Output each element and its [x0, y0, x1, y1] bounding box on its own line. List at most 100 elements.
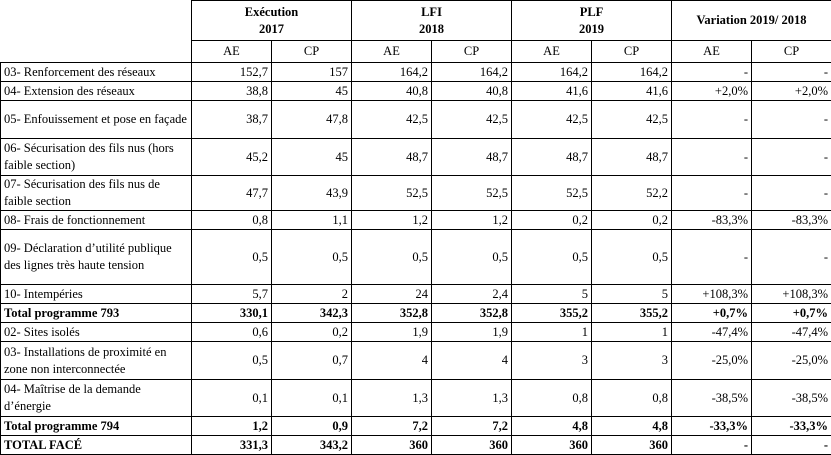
subheader-row: AE CP AE CP AE CP AE CP — [1, 40, 831, 63]
row-label: 08- Frais de fonctionnement — [0, 210, 192, 230]
value-cell: 1 — [591, 322, 673, 342]
value-cell: 48,7 — [431, 138, 513, 176]
value-cell: 343,2 — [270, 435, 353, 455]
value-cell: 5 — [511, 284, 593, 304]
value-cell: 7,2 — [431, 416, 513, 436]
subheader: AE — [671, 40, 753, 63]
value-cell: 157 — [270, 62, 353, 82]
row-label: 10- Intempéries — [0, 284, 192, 304]
value-cell: 152,7 — [191, 62, 272, 82]
subheader: AE — [351, 40, 433, 63]
value-cell: 0,2 — [270, 322, 353, 342]
value-cell: 1,2 — [351, 210, 433, 230]
group-header: LFI 2018 — [351, 0, 513, 41]
row-label: 03- Renforcement des réseaux — [0, 62, 192, 82]
row-label: 07- Sécurisation des fils nus de faible … — [0, 175, 192, 211]
group-name: Exécution — [244, 4, 299, 19]
value-cell: 48,7 — [351, 138, 433, 176]
value-cell: 42,5 — [431, 100, 513, 139]
value-cell: 1,2 — [431, 210, 513, 230]
value-cell: 1,1 — [270, 210, 353, 230]
value-cell: -83,3% — [671, 210, 753, 230]
value-cell: 360 — [351, 435, 433, 455]
value-cell: 45 — [270, 138, 353, 176]
value-cell: 42,5 — [591, 100, 673, 139]
row-label: 03- Installations de proximité en zone n… — [0, 341, 192, 380]
value-cell: 43,9 — [270, 175, 353, 211]
header-row: Exécution 2017 LFI 2018 PLF 2019 Variation 201… — [0, 0, 831, 63]
value-cell: - — [671, 100, 753, 139]
value-cell: 3 — [591, 341, 673, 380]
value-cell: 0,7 — [270, 341, 353, 380]
value-cell: -47,4% — [751, 322, 831, 342]
group-year: 2017 — [259, 21, 284, 36]
group-header: Variation 2019/ 2018 — [671, 0, 831, 41]
value-cell: 331,3 — [191, 435, 272, 455]
row-label: 04- Maîtrise de la demande d’énergie — [0, 379, 192, 417]
value-cell: 0,5 — [191, 341, 272, 380]
value-cell: 52,5 — [511, 175, 593, 211]
value-cell: 42,5 — [351, 100, 433, 139]
value-cell: 38,8 — [191, 81, 272, 101]
value-cell: 48,7 — [511, 138, 593, 176]
data-row: 07- Sécurisation des fils nus de faible … — [0, 175, 831, 211]
value-cell: 355,2 — [591, 303, 673, 323]
group-header: Exécution 2017 — [190, 0, 353, 41]
data-row: 03- Renforcement des réseaux 152,7 157 164,… — [0, 62, 831, 82]
value-cell: 164,2 — [431, 62, 513, 82]
value-cell: 0,6 — [191, 322, 272, 342]
value-cell: 0,8 — [591, 379, 673, 417]
row-label: 09- Déclaration d’utilité publique des l… — [0, 229, 192, 285]
value-cell: 0,2 — [511, 210, 593, 230]
value-cell: +2,0% — [671, 81, 753, 101]
value-cell: - — [751, 138, 831, 176]
group-header: PLF 2019 — [511, 0, 673, 41]
value-cell: - — [671, 229, 753, 285]
group-name: LFI — [421, 4, 442, 19]
value-cell: 164,2 — [511, 62, 593, 82]
value-cell: 2 — [270, 284, 353, 304]
row-label: 02- Sites isolés — [0, 322, 192, 342]
corner-cell — [0, 0, 192, 63]
value-cell: 2,4 — [431, 284, 513, 304]
value-cell: -83,3% — [751, 210, 831, 230]
value-cell: - — [751, 229, 831, 285]
value-cell: 360 — [511, 435, 593, 455]
value-cell: 352,8 — [431, 303, 513, 323]
value-cell: 48,7 — [591, 138, 673, 176]
value-cell: 0,5 — [191, 229, 272, 285]
value-cell: 0,8 — [191, 210, 272, 230]
value-cell: - — [751, 100, 831, 139]
subheader: CP — [591, 40, 673, 63]
value-cell: 5,7 — [191, 284, 272, 304]
group-year: 2018 — [419, 21, 445, 36]
value-cell: 0,2 — [591, 210, 673, 230]
subheader: CP — [751, 40, 831, 63]
value-cell: 4,8 — [511, 416, 593, 436]
value-cell: +108,3% — [671, 284, 753, 304]
data-row: 09- Déclaration d’utilité publique des l… — [0, 229, 831, 285]
value-cell: 4 — [351, 341, 433, 380]
value-cell: 355,2 — [511, 303, 593, 323]
value-cell: 52,5 — [351, 175, 433, 211]
value-cell: 0,8 — [511, 379, 593, 417]
row-label: 04- Extension des réseaux — [0, 81, 192, 101]
data-row: 05- Enfouissement et pose en façade 38,7 4… — [0, 100, 831, 139]
value-cell: 1,2 — [191, 416, 272, 436]
value-cell: 342,3 — [270, 303, 353, 323]
group-name: PLF — [579, 4, 604, 19]
value-cell: -33,3% — [671, 416, 753, 436]
value-cell: 47,8 — [270, 100, 353, 139]
data-row: 08- Frais de fonctionnement 0,8 1,1 1,2 1,2 0… — [0, 210, 831, 230]
value-cell: - — [671, 435, 753, 455]
value-cell: 40,8 — [431, 81, 513, 101]
value-cell: 1,3 — [431, 379, 513, 417]
value-cell: 41,6 — [511, 81, 593, 101]
data-row: Total programme 794 1,2 0,9 7,2 7,2 4,8 4,8 -33… — [0, 416, 831, 436]
row-label: TOTAL FACÉ — [0, 435, 192, 455]
subheader: CP — [270, 40, 353, 63]
value-cell: - — [671, 175, 753, 211]
value-cell: 24 — [351, 284, 433, 304]
